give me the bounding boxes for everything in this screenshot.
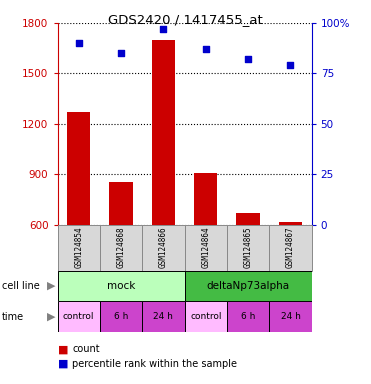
Bar — [58, 301, 100, 332]
Bar — [194, 172, 217, 225]
Bar — [100, 301, 142, 332]
Bar — [185, 301, 227, 332]
Point — [288, 62, 293, 68]
Bar — [152, 40, 175, 225]
Text: control: control — [190, 312, 221, 321]
Text: 24 h: 24 h — [154, 312, 173, 321]
Text: ■: ■ — [58, 344, 68, 354]
Point — [203, 46, 209, 52]
Bar — [236, 213, 260, 225]
Point — [245, 56, 251, 63]
Bar — [227, 225, 269, 271]
Text: ▶: ▶ — [47, 281, 55, 291]
Text: percentile rank within the sample: percentile rank within the sample — [72, 359, 237, 369]
Text: GDS2420 / 1417455_at: GDS2420 / 1417455_at — [108, 13, 263, 26]
Point — [76, 40, 82, 46]
Point — [160, 26, 166, 32]
Bar — [269, 225, 312, 271]
Text: 6 h: 6 h — [114, 312, 128, 321]
Bar — [109, 182, 133, 225]
Text: GSM124865: GSM124865 — [244, 227, 253, 268]
Text: cell line: cell line — [2, 281, 40, 291]
Bar — [269, 301, 312, 332]
Bar — [58, 271, 185, 301]
Text: GSM124867: GSM124867 — [286, 227, 295, 268]
Text: GSM124868: GSM124868 — [116, 227, 125, 268]
Bar — [185, 271, 312, 301]
Text: 6 h: 6 h — [241, 312, 255, 321]
Text: 24 h: 24 h — [280, 312, 301, 321]
Text: GSM124866: GSM124866 — [159, 227, 168, 268]
Text: time: time — [2, 312, 24, 322]
Text: count: count — [72, 344, 100, 354]
Text: ■: ■ — [58, 359, 68, 369]
Text: control: control — [63, 312, 95, 321]
Bar — [279, 222, 302, 225]
Bar — [227, 301, 269, 332]
Text: GSM124864: GSM124864 — [201, 227, 210, 268]
Point — [118, 50, 124, 56]
Bar — [142, 301, 185, 332]
Bar — [185, 225, 227, 271]
Text: ▶: ▶ — [47, 312, 55, 322]
Bar — [142, 225, 185, 271]
Bar — [67, 112, 90, 225]
Bar — [100, 225, 142, 271]
Bar — [58, 225, 100, 271]
Text: mock: mock — [107, 281, 135, 291]
Text: GSM124854: GSM124854 — [74, 227, 83, 268]
Text: deltaNp73alpha: deltaNp73alpha — [207, 281, 290, 291]
